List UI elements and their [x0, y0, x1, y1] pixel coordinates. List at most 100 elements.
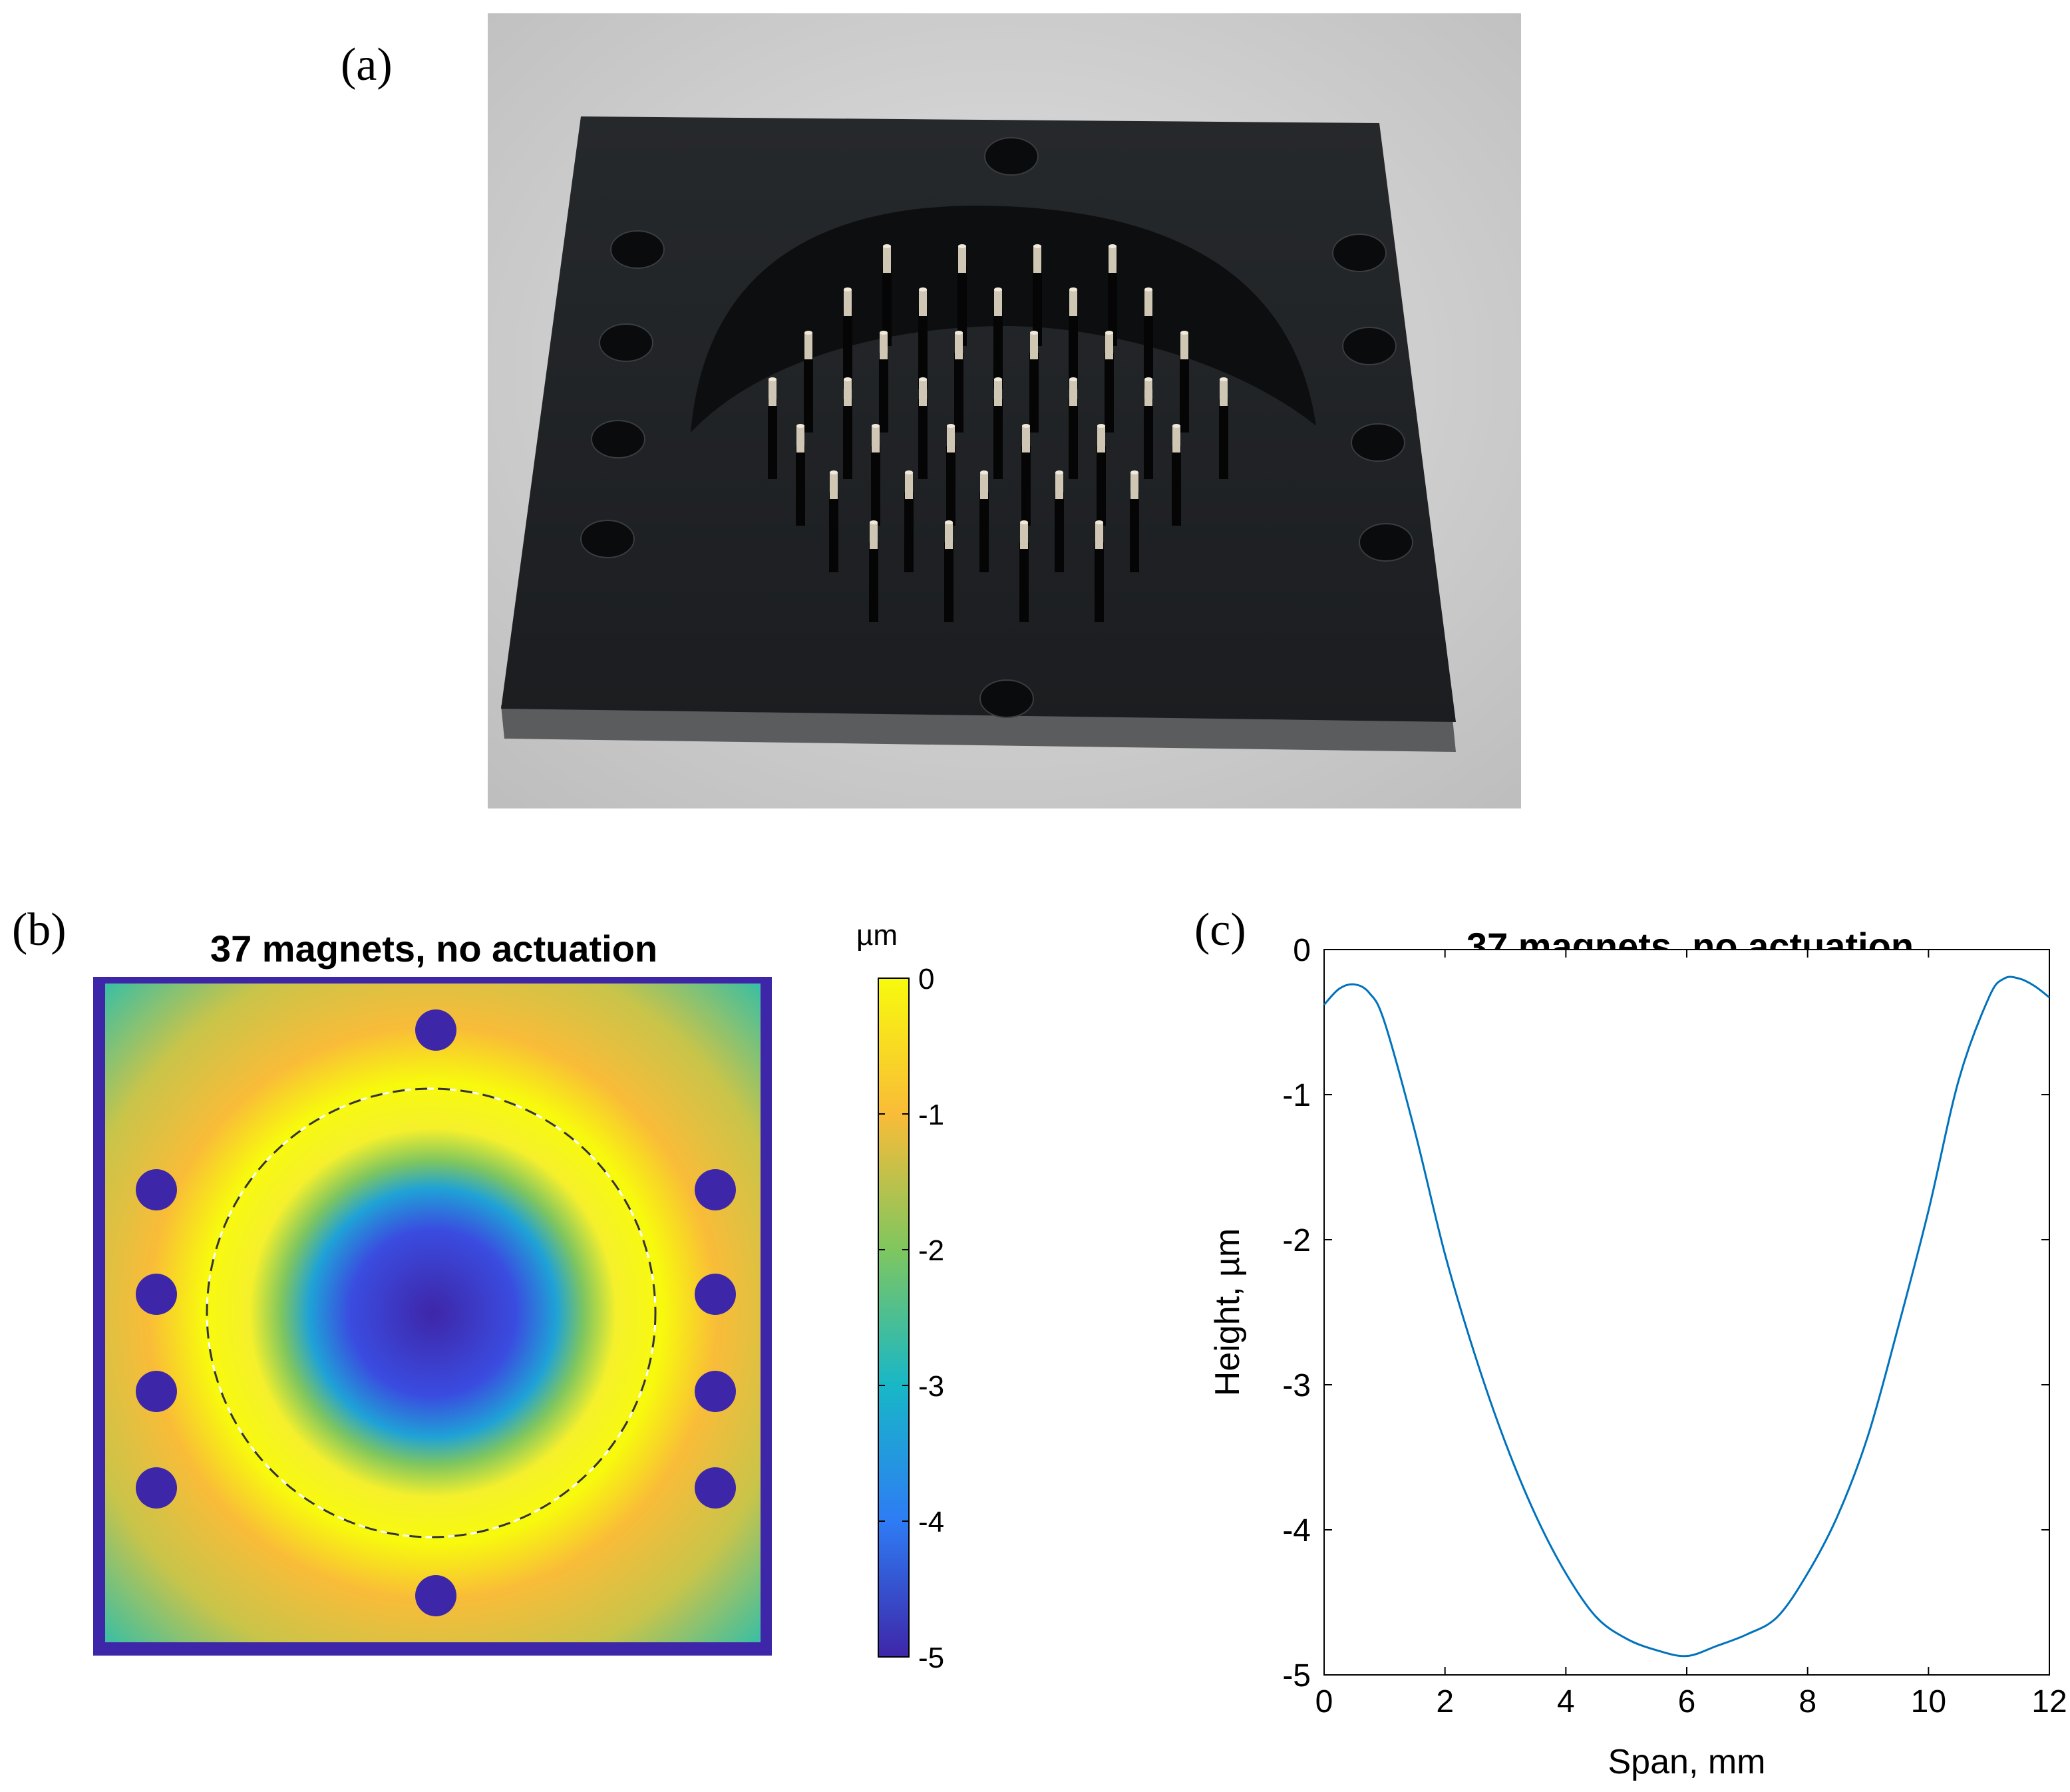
pin-shadow [918, 399, 928, 479]
y-tick-label: -2 [1282, 1223, 1311, 1258]
mounting-hole [610, 230, 665, 269]
magnet-pin [1030, 333, 1038, 359]
y-tick-label: -3 [1282, 1368, 1311, 1403]
device-photograph [488, 13, 1521, 808]
magnet-pin-top [844, 377, 852, 381]
pin-shadow [1055, 492, 1064, 572]
magnet-pin [1220, 379, 1228, 406]
y-tick-label: -5 [1282, 1658, 1311, 1694]
pin-shadow [768, 399, 777, 479]
colorbar-tick-label: -3 [918, 1370, 944, 1403]
aperture-outline-light [206, 1087, 657, 1538]
panel-c-label: (c) [1194, 904, 1246, 956]
magnet-pin-top [870, 520, 878, 524]
mounting-hole [1359, 523, 1413, 562]
magnet-pin [947, 426, 955, 452]
mounting-hole [591, 420, 645, 458]
colorbar-gradient [878, 978, 910, 1658]
magnet-pin-top [769, 377, 776, 381]
magnet-pin [1033, 246, 1041, 273]
magnet-pin [958, 246, 966, 273]
magnet-pin-top [1069, 287, 1077, 291]
magnet-pin-top [955, 331, 963, 335]
magnet-pin-top [844, 287, 852, 291]
x-tick-label: 6 [1678, 1684, 1696, 1719]
hole-dot [415, 1009, 456, 1051]
magnet-pin [1105, 333, 1113, 359]
x-tick-label: 2 [1436, 1684, 1454, 1719]
mounting-hole [984, 137, 1039, 176]
y-tick-label: 0 [1293, 933, 1311, 968]
pin-shadow [1021, 446, 1031, 526]
height-profile-chart: 37 magnets, no actuation 0 2 4 6 8 10 12 0-1-2… [1208, 925, 2067, 1781]
mounting-hole [1332, 234, 1387, 272]
pin-shadow [1108, 266, 1117, 346]
magnet-pin-top [1097, 424, 1105, 428]
hole-dot [695, 1169, 736, 1210]
magnet-pin [804, 333, 812, 359]
pin-shadow [1033, 266, 1042, 346]
pin-shadow [993, 309, 1003, 389]
mounting-hole-dots [136, 1009, 736, 1616]
mounting-hole [1351, 423, 1405, 462]
magnet-pin [1144, 289, 1152, 316]
mounting-hole [979, 679, 1034, 718]
x-tick-label: 8 [1799, 1684, 1816, 1719]
pin-shadow [796, 446, 805, 526]
x-tick-label: 0 [1315, 1684, 1333, 1719]
magnet-pin-top [804, 331, 812, 335]
y-axis-ticks: 0 -1 -2 -3 -4 -5 [1282, 933, 2049, 1694]
magnet-pin [1095, 522, 1103, 549]
magnet-pin-top [905, 470, 913, 474]
pin-shadow [804, 353, 813, 433]
magnet-pin-array [768, 244, 1228, 622]
magnet-pin-top [1144, 377, 1152, 381]
colorbar: µm 0 -1 -2 -3 -4 -5 [856, 919, 944, 1674]
surface-height-map [93, 977, 772, 1656]
magnet-pin [1069, 289, 1077, 316]
magnet-pin-top [919, 377, 927, 381]
pin-shadow [944, 542, 953, 622]
pin-shadow [946, 446, 955, 526]
hole-dot [415, 1575, 456, 1616]
magnet-pin-top [1033, 244, 1041, 248]
hole-dot [695, 1467, 736, 1509]
magnet-pin [919, 289, 927, 316]
hole-dot [136, 1371, 177, 1412]
heatmap-surface [105, 984, 761, 1642]
pin-shadow [954, 353, 963, 433]
pin-shadow [1105, 353, 1114, 433]
magnet-pin [1055, 472, 1063, 499]
magnet-pin-top [1022, 424, 1030, 428]
magnet-pin [883, 246, 891, 273]
y-tick-label: -1 [1282, 1078, 1311, 1113]
magnet-pin [1180, 333, 1188, 359]
pin-shadow [957, 266, 967, 346]
pin-shadow [879, 353, 888, 433]
magnet-pin-top [945, 520, 953, 524]
magnet-pin [844, 379, 852, 406]
magnet-pin [880, 333, 888, 359]
circular-recess [691, 205, 1316, 433]
pin-shadow [904, 492, 914, 572]
magnet-pin [830, 472, 838, 499]
y-axis-label: Height, µm [1208, 1228, 1247, 1396]
magnet-pin-top [1180, 331, 1188, 335]
mounting-hole [599, 323, 653, 362]
pin-shadow [843, 399, 852, 479]
magnet-pin-top [1220, 377, 1228, 381]
colorbar-tick-label: -4 [918, 1506, 944, 1538]
magnet-pin [1069, 379, 1077, 406]
hole-dot [136, 1169, 177, 1210]
magnet-pin [1144, 379, 1152, 406]
pin-shadow [993, 399, 1003, 479]
magnet-pin [1130, 472, 1138, 499]
magnet-pin [1109, 246, 1117, 273]
magnet-pin [994, 379, 1002, 406]
hole-dot [136, 1274, 177, 1315]
pin-shadow [1069, 399, 1078, 479]
mounting-hole [1342, 327, 1397, 365]
magnet-pin-top [919, 287, 927, 291]
x-axis-ticks: 0 2 4 6 8 10 12 [1315, 950, 2067, 1719]
x-tick-label: 12 [2031, 1684, 2067, 1719]
